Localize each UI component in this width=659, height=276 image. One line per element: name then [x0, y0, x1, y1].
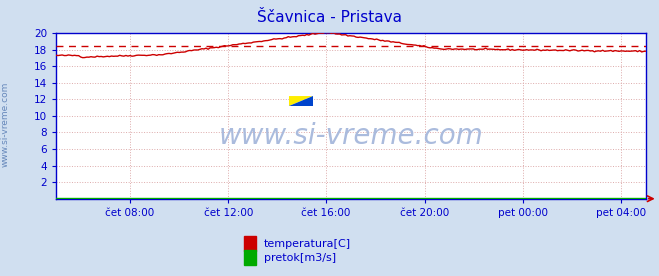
Polygon shape [289, 96, 312, 106]
Text: www.si-vreme.com: www.si-vreme.com [1, 81, 10, 167]
Text: Ščavnica - Pristava: Ščavnica - Pristava [257, 10, 402, 25]
Polygon shape [289, 96, 312, 106]
Text: www.si-vreme.com: www.si-vreme.com [219, 122, 483, 150]
Text: pretok[m3/s]: pretok[m3/s] [264, 253, 335, 263]
Text: temperatura[C]: temperatura[C] [264, 239, 351, 249]
